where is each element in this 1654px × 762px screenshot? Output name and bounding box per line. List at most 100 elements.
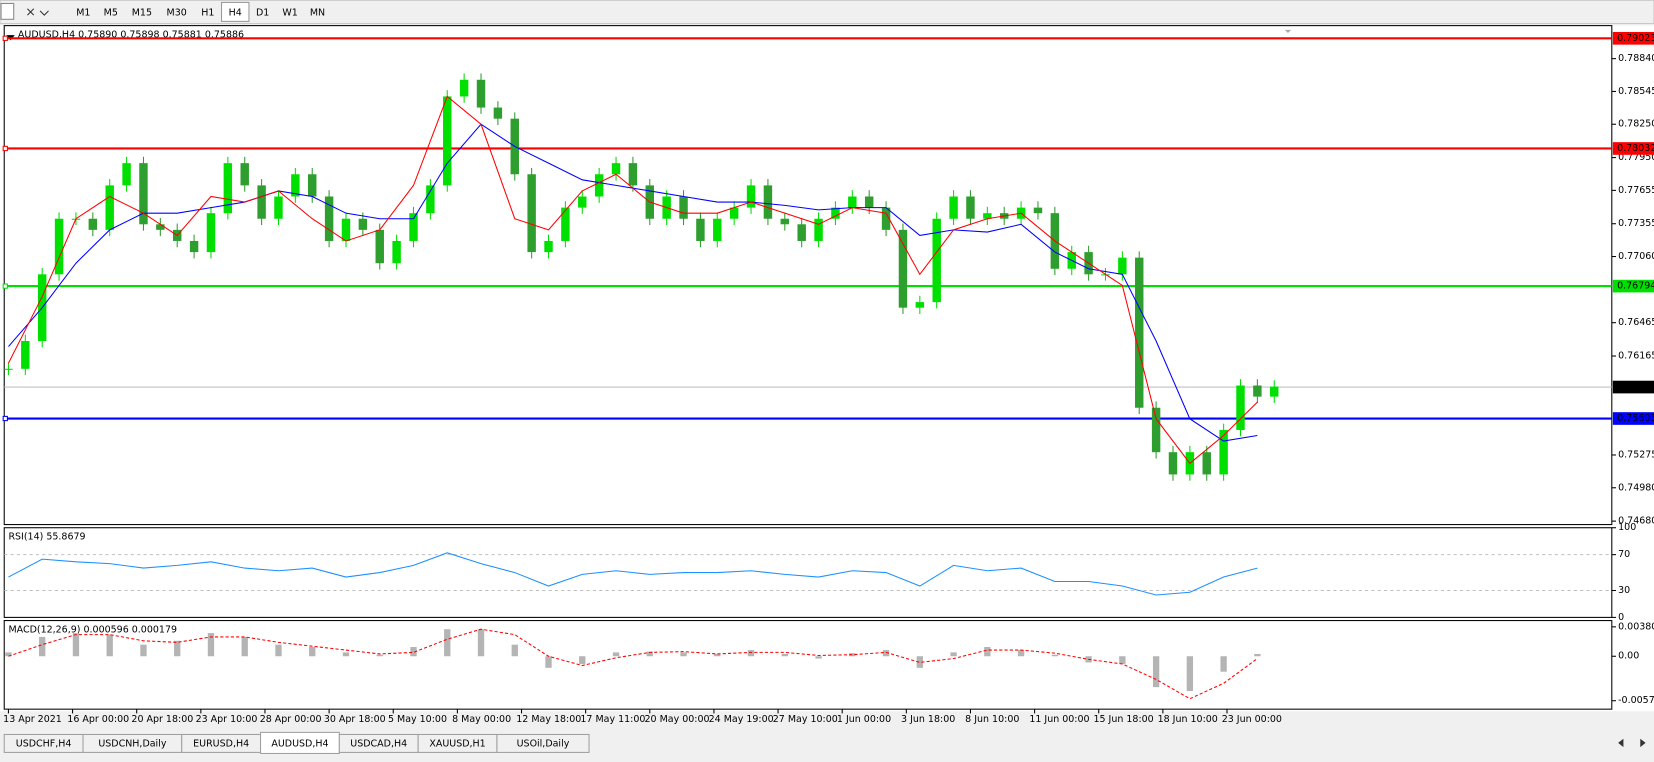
candle (594, 174, 604, 197)
level-label-box (1612, 31, 1654, 45)
y-tick-label: 0.76465 (1618, 317, 1654, 328)
text-tool-icon[interactable] (0, 2, 15, 20)
candle (780, 218, 790, 225)
macd-pane-border (3, 620, 1613, 710)
x-tick-label: 8 May 00:00 (452, 714, 511, 725)
y-tick-label: 0.74980 (1618, 482, 1654, 493)
candle (308, 174, 317, 197)
tab-label[interactable]: USDCAD,H4 (350, 738, 407, 749)
timeframe-button[interactable]: M1 (76, 7, 90, 18)
macd-bar (309, 646, 316, 657)
y-tick-label: 0.003808 (1618, 621, 1654, 632)
candle (1033, 207, 1043, 214)
tab-label[interactable]: EURUSD,H4 (193, 738, 249, 749)
candle (139, 163, 148, 225)
timeframe-button[interactable]: W1 (282, 7, 297, 18)
candle (88, 218, 98, 230)
tab[interactable] (496, 733, 590, 753)
x-tick-label: 30 Apr 18:00 (324, 714, 386, 725)
candle (966, 196, 975, 219)
macd-bar (579, 656, 586, 664)
level-marker (2, 145, 8, 152)
moving-average (7, 95, 1258, 465)
candle (628, 163, 638, 186)
toolbar (0, 0, 1654, 25)
tab-label[interactable]: AUDUSD,H4 (271, 738, 328, 749)
timeframe-button[interactable]: M30 (167, 7, 187, 18)
timeframe-button[interactable]: H1 (201, 7, 214, 18)
macd-bar (39, 636, 46, 657)
y-tick-label: 100 (1618, 522, 1636, 533)
y-tick-label: -0.005757 (1618, 695, 1654, 706)
candle (375, 229, 384, 264)
timeframe-button[interactable]: M5 (104, 7, 118, 18)
candle (1151, 407, 1161, 453)
candle (392, 240, 401, 264)
x-tick-label: 17 May 11:00 (580, 714, 645, 725)
y-tick-label: 0 (1618, 612, 1624, 623)
macd-bar (1051, 654, 1059, 657)
tab-label[interactable]: USOil,Daily (517, 738, 570, 749)
candle (1168, 452, 1178, 475)
macd-bar (882, 650, 890, 657)
macd-bar (511, 644, 518, 657)
pane-title: RSI(14) 55.8679 (8, 532, 85, 543)
macd-bar (1017, 650, 1025, 657)
candle (797, 224, 806, 241)
macd-bar (714, 653, 721, 657)
level-marker (2, 35, 8, 41)
pane-title: MACD(12,26,9) 0.000596 0.000179 (8, 625, 177, 636)
candle (54, 218, 64, 275)
x-tick-label: 20 Apr 18:00 (131, 714, 193, 725)
level-label-box (1612, 279, 1654, 293)
timeframe-button[interactable]: H4 (229, 7, 242, 18)
macd-bar (545, 656, 552, 668)
macd-bar (207, 633, 215, 657)
candle (156, 224, 165, 230)
macd-bar (444, 629, 451, 657)
tab-label[interactable]: USDCNH,Daily (98, 738, 167, 749)
y-tick-label: 70 (1618, 549, 1630, 560)
candle (1219, 429, 1228, 475)
level-marker (2, 283, 8, 289)
candle (544, 240, 553, 253)
candle (291, 174, 300, 197)
candle (1236, 385, 1245, 430)
x-tick-label: 23 Apr 10:00 (196, 714, 258, 725)
timeframe-button[interactable]: M15 (132, 7, 152, 18)
candle (476, 79, 486, 108)
candle (561, 207, 570, 241)
x-tick-label: 8 Jun 10:00 (965, 714, 1019, 725)
candle (1202, 452, 1211, 475)
tab-label[interactable]: USDCHF,H4 (16, 738, 72, 749)
x-tick-label: 1 Jun 00:00 (837, 714, 891, 725)
tab-label[interactable]: XAUUSD,H1 (429, 738, 485, 749)
macd-bar (1220, 656, 1227, 672)
macd-bar (646, 651, 653, 657)
candle (713, 218, 722, 241)
macd-bar (680, 652, 687, 657)
macd-bar (275, 644, 282, 657)
candle (814, 218, 823, 241)
bid-label-box (1612, 380, 1654, 394)
y-tick-label: 0.77950 (1618, 152, 1654, 163)
macd-bar (1152, 656, 1160, 688)
rsi-pane-border (3, 527, 1613, 618)
candle (223, 163, 233, 214)
candle (1135, 257, 1144, 408)
draw-tool-icon[interactable] (27, 8, 49, 16)
macd-bar (376, 654, 383, 657)
y-tick-label: 0.77355 (1618, 218, 1654, 229)
timeframe-button[interactable]: MN (310, 7, 325, 18)
x-tick-label: 15 Jun 18:00 (1093, 714, 1153, 725)
candle (1253, 385, 1262, 397)
macd-bar (950, 652, 957, 657)
timeframe-button[interactable]: D1 (256, 7, 269, 18)
candle (206, 213, 216, 253)
macd-bar (106, 634, 113, 657)
candle (257, 185, 266, 219)
y-tick-label: 0.77060 (1618, 251, 1654, 262)
macd-bar (5, 652, 12, 657)
